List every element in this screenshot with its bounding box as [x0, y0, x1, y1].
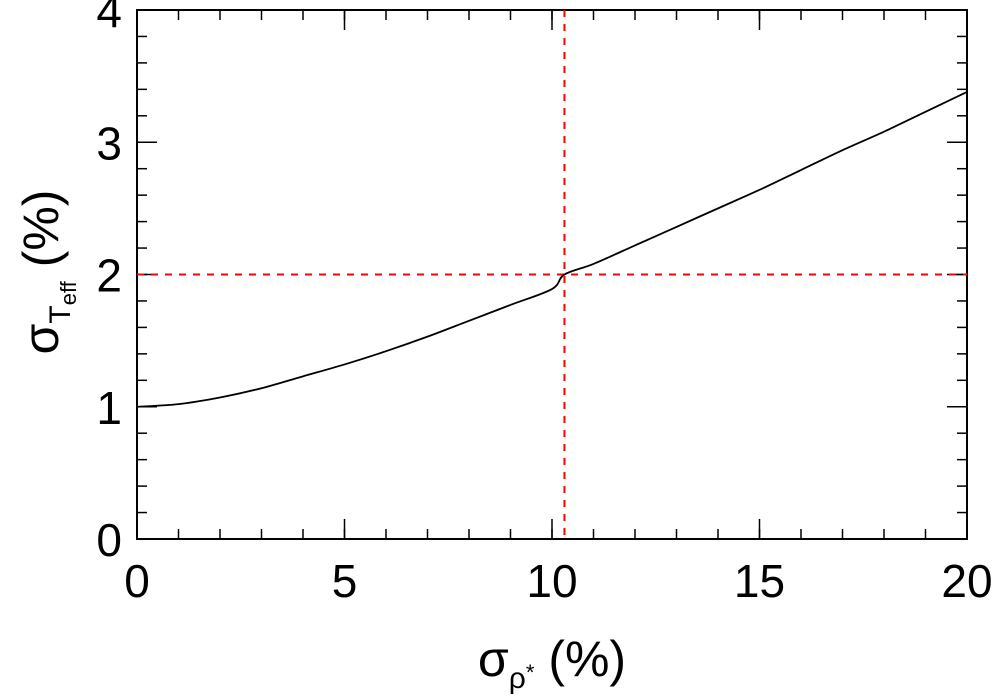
- y-tick-label: 3: [96, 117, 122, 169]
- x-tick-label: 10: [526, 555, 577, 607]
- reference-lines: [137, 10, 967, 539]
- y-tick-label: 1: [96, 382, 122, 434]
- x-axis-label: σρ* (%): [478, 631, 626, 695]
- y-axis-label: σTeff (%): [13, 190, 81, 355]
- y-tick-labels: 0 1 2 3 4: [96, 0, 122, 566]
- y-tick-label: 2: [96, 250, 122, 302]
- series-group: [136, 91, 968, 408]
- x-axis-label-unit: (%): [534, 631, 626, 687]
- y-tick-label: 4: [96, 0, 122, 37]
- y-tick-label: 0: [96, 514, 122, 566]
- x-axis-label-symbol: σ: [478, 631, 509, 687]
- x-axis-label-sub-sup: *: [526, 660, 535, 685]
- data-series-line: [136, 91, 968, 408]
- x-tick-label: 5: [332, 555, 358, 607]
- y-axis-label-symbol: σ: [13, 323, 69, 354]
- y-axis-label-unit: (%): [13, 190, 69, 282]
- y-axis-label-sub-sub: eff: [56, 280, 81, 305]
- x-axis-label-sub: ρ: [509, 662, 526, 695]
- x-tick-labels: 0 5 10 15 20: [124, 555, 992, 607]
- y-axis-label-sub: T: [44, 305, 77, 323]
- x-tick-label: 20: [941, 555, 992, 607]
- x-tick-label: 15: [734, 555, 785, 607]
- x-tick-label: 0: [124, 555, 150, 607]
